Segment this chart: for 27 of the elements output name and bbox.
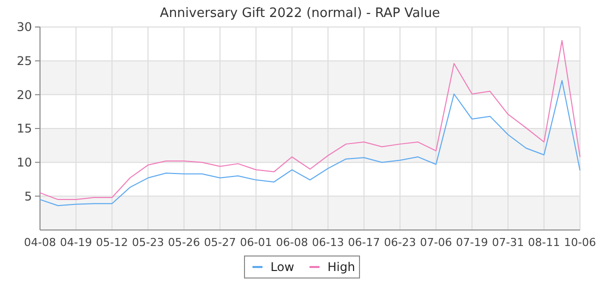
- x-tick-label: 06-01: [240, 236, 272, 249]
- y-tick-label: 10: [16, 156, 32, 170]
- y-tick-label: 20: [16, 88, 32, 102]
- x-tick-label: 05-26: [168, 236, 200, 249]
- x-tick-label: 08-11: [528, 236, 560, 249]
- x-tick-label: 05-27: [204, 236, 236, 249]
- legend-label: High: [328, 260, 356, 274]
- x-tick-label: 04-08: [24, 236, 56, 249]
- x-tick-label: 10-06: [564, 236, 596, 249]
- y-tick-label: 25: [16, 54, 32, 68]
- x-tick-label: 05-23: [132, 236, 164, 249]
- legend-label: Low: [270, 260, 294, 274]
- y-tick-label: 15: [16, 122, 32, 136]
- chart-title: Anniversary Gift 2022 (normal) - RAP Value: [160, 6, 440, 21]
- x-tick-label: 07-31: [492, 236, 524, 249]
- x-tick-label: 06-23: [384, 236, 416, 249]
- line-series: [40, 80, 580, 206]
- x-tick-label: 05-12: [96, 236, 128, 249]
- x-tick-label: 06-17: [348, 236, 380, 249]
- x-tick-label: 04-19: [60, 236, 92, 249]
- line-series: [40, 40, 580, 200]
- x-tick-label: 07-19: [456, 236, 488, 249]
- y-tick-label: 30: [16, 20, 32, 34]
- y-tick-label: 5: [24, 189, 32, 204]
- x-tick-label: 06-13: [312, 236, 344, 249]
- x-tick-label: 07-06: [420, 236, 452, 249]
- x-tick-label: 06-08: [276, 236, 308, 249]
